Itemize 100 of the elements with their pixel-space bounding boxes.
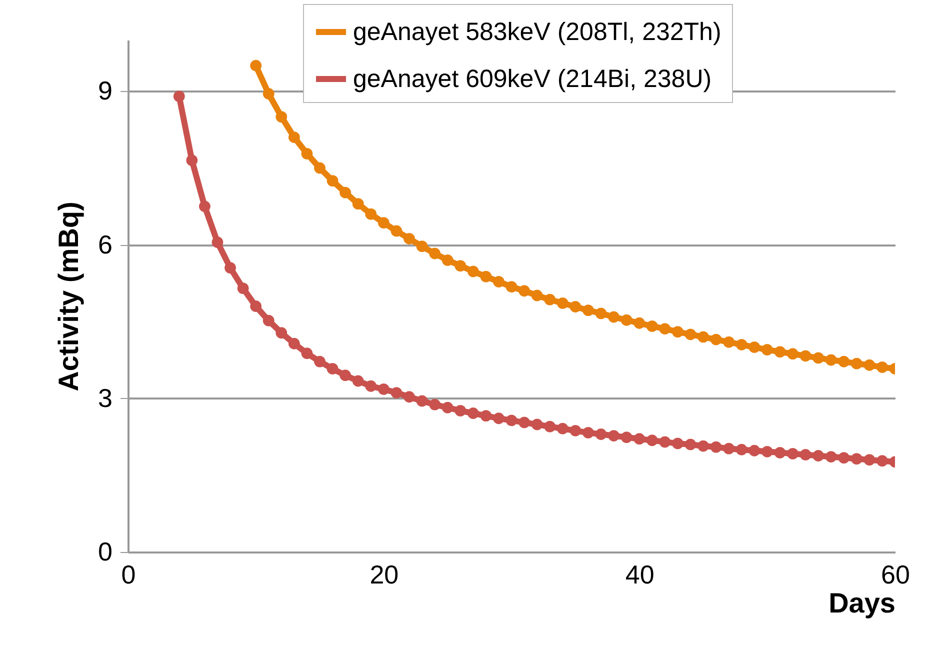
point xyxy=(173,90,185,102)
point xyxy=(608,311,620,323)
y-axis-title: Activity (mBq) xyxy=(53,202,84,392)
point xyxy=(340,370,352,382)
point xyxy=(442,402,454,414)
point xyxy=(634,317,646,329)
x-tick-label: 40 xyxy=(625,560,654,590)
point xyxy=(582,304,594,316)
point xyxy=(378,383,390,395)
point xyxy=(761,446,773,458)
point xyxy=(378,217,390,228)
point xyxy=(531,290,543,302)
point xyxy=(850,358,862,370)
point xyxy=(429,248,440,260)
point xyxy=(416,240,428,252)
y-tick-label: 3 xyxy=(98,382,112,413)
point xyxy=(288,132,300,143)
point xyxy=(723,442,735,454)
point xyxy=(301,148,313,160)
point xyxy=(416,395,428,407)
point xyxy=(672,438,684,450)
point xyxy=(850,453,862,465)
point xyxy=(288,338,300,350)
point xyxy=(442,254,454,266)
point xyxy=(710,334,722,346)
point xyxy=(608,430,620,442)
point xyxy=(864,454,876,466)
point xyxy=(404,391,415,403)
point xyxy=(876,455,888,467)
point xyxy=(506,281,518,292)
point xyxy=(774,346,786,358)
point xyxy=(467,408,479,419)
point xyxy=(646,434,658,446)
point xyxy=(595,308,607,320)
y-tick-label: 6 xyxy=(98,229,112,260)
point xyxy=(454,260,466,272)
point xyxy=(698,331,709,343)
point xyxy=(659,436,671,448)
y-tick-label: 9 xyxy=(98,76,112,106)
point xyxy=(301,348,313,360)
point xyxy=(352,375,364,387)
point xyxy=(556,297,568,309)
point xyxy=(237,282,249,294)
point xyxy=(710,441,722,453)
point xyxy=(800,449,812,460)
point xyxy=(429,398,440,410)
point xyxy=(314,356,326,368)
point xyxy=(250,300,262,312)
point xyxy=(595,428,607,440)
legend-label: geAnayet 609keV (214Bi, 238U) xyxy=(353,65,712,93)
point xyxy=(748,342,760,353)
point xyxy=(659,323,671,334)
point xyxy=(864,359,876,371)
point xyxy=(480,410,492,422)
point xyxy=(493,276,504,288)
point xyxy=(787,348,798,360)
point xyxy=(620,432,632,443)
point xyxy=(365,208,377,220)
x-tick-label: 60 xyxy=(881,560,910,590)
point xyxy=(761,344,773,356)
point xyxy=(326,363,338,374)
point xyxy=(262,88,274,100)
point xyxy=(467,266,479,278)
point xyxy=(276,111,288,122)
point xyxy=(352,198,364,210)
x-tick-label: 0 xyxy=(121,560,136,590)
point xyxy=(531,418,543,430)
point xyxy=(698,440,709,452)
point xyxy=(404,232,415,244)
point xyxy=(326,175,338,186)
point xyxy=(518,416,530,428)
point xyxy=(454,405,466,416)
point xyxy=(774,446,786,458)
point xyxy=(518,285,530,297)
point xyxy=(812,450,824,462)
point xyxy=(800,350,812,362)
point xyxy=(186,154,198,166)
point xyxy=(838,452,850,464)
x-axis-title: Days xyxy=(828,588,896,618)
point xyxy=(556,422,568,434)
point xyxy=(314,162,326,174)
point xyxy=(684,438,696,450)
point xyxy=(876,361,888,373)
point xyxy=(825,354,837,366)
point xyxy=(838,356,850,368)
point xyxy=(723,336,735,348)
point xyxy=(544,294,556,306)
point xyxy=(620,314,632,326)
point xyxy=(365,380,377,392)
point xyxy=(684,328,696,340)
point xyxy=(787,448,798,460)
point xyxy=(390,225,402,237)
point xyxy=(582,427,594,438)
point xyxy=(736,444,748,456)
point xyxy=(825,451,837,462)
x-tick-label: 20 xyxy=(370,560,399,590)
point xyxy=(262,314,274,326)
point xyxy=(480,270,492,282)
point xyxy=(812,352,824,364)
point xyxy=(736,338,748,350)
